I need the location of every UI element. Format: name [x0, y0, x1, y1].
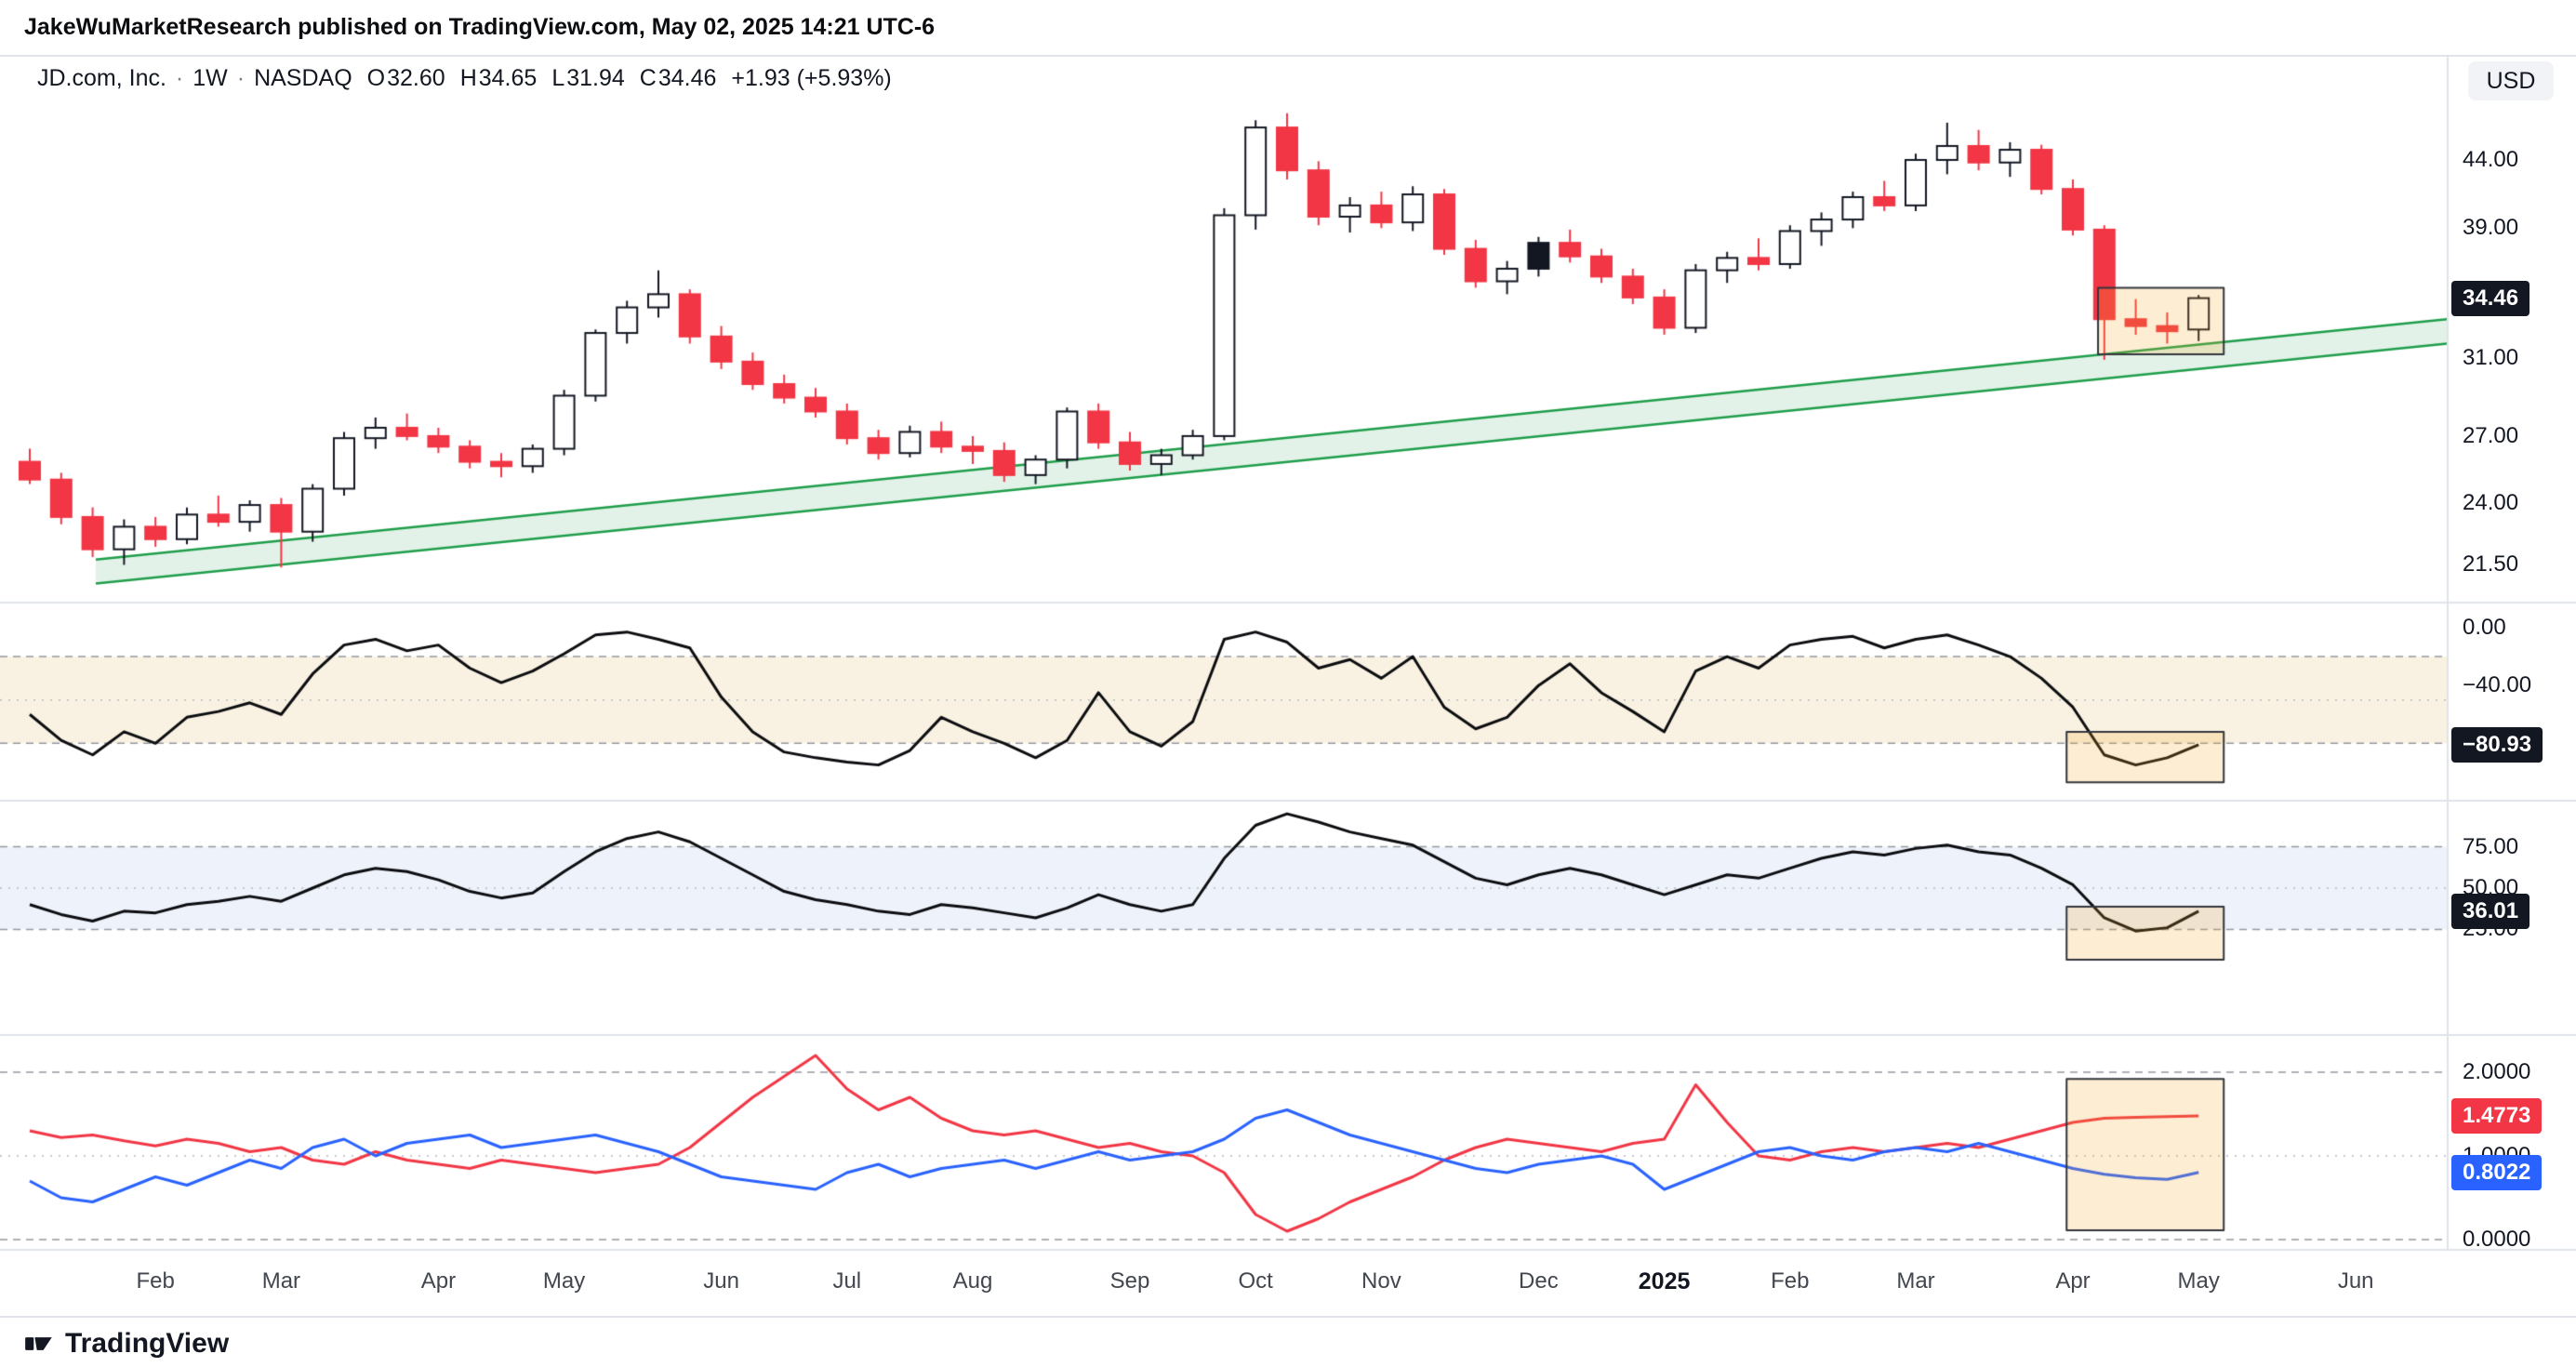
williams-axis-label: 0.00	[2463, 615, 2506, 640]
tradingview-logo-icon	[25, 1336, 52, 1350]
williams-axis-label: −40.00	[2463, 672, 2532, 698]
time-axis-label: Nov	[1361, 1268, 1401, 1294]
blue-line-value-badge: 0.8022	[2451, 1154, 2543, 1190]
symbol-name: JD.com, Inc.	[37, 65, 166, 91]
footer-bar: TradingView	[0, 1316, 2576, 1367]
ratio-axis-label: 0.0000	[2463, 1227, 2531, 1252]
price-change: +1.93 (+5.93%)	[731, 65, 892, 91]
time-axis-label: Oct	[1238, 1268, 1273, 1294]
publisher-bar: JakeWuMarketResearch published on Tradin…	[0, 0, 2576, 57]
separator-dot: ·	[236, 65, 246, 91]
time-axis-label: Aug	[952, 1268, 993, 1294]
time-axis-label: Jun	[2337, 1268, 2374, 1294]
interval-label: 1W	[193, 65, 228, 91]
separator-dot: ·	[175, 65, 184, 91]
williams-r-value-badge: −80.93	[2451, 726, 2543, 763]
time-axis-label: Feb	[136, 1268, 175, 1294]
last-price-badge: 34.46	[2451, 280, 2530, 316]
open-value: O32.60	[366, 65, 445, 91]
low-value: L31.94	[551, 65, 625, 91]
time-axis-label: 2025	[1638, 1268, 1691, 1294]
time-axis-label: Dec	[1519, 1268, 1559, 1294]
ratio-axis-label: 2.0000	[2463, 1059, 2531, 1084]
price-axis-label: 44.00	[2463, 147, 2519, 172]
tradingview-brand[interactable]: TradingView	[65, 1327, 230, 1359]
time-axis-label: Apr	[420, 1268, 457, 1294]
price-axis-label: 31.00	[2463, 344, 2519, 370]
tradingview-logo[interactable]	[24, 1329, 54, 1359]
red-line-value-badge: 1.4773	[2451, 1098, 2543, 1135]
oscillator-value-badge: 36.01	[2451, 893, 2530, 929]
time-axis-label: Feb	[1771, 1268, 1810, 1294]
time-axis-label: Jun	[703, 1268, 739, 1294]
high-value: H34.65	[459, 65, 538, 91]
publisher-line: JakeWuMarketResearch published on Tradin…	[24, 14, 936, 40]
oscillator-axis-label: 75.00	[2463, 833, 2519, 859]
price-axis-label: 21.50	[2463, 551, 2519, 577]
time-axis-label: May	[542, 1268, 586, 1294]
time-axis-label: Jul	[832, 1268, 862, 1294]
exchange-label: NASDAQ	[254, 65, 352, 91]
close-value: C34.46	[639, 65, 717, 91]
currency-selector[interactable]: USD	[2468, 61, 2554, 100]
time-axis-label: Mar	[1896, 1268, 1935, 1294]
price-axis-label: 24.00	[2463, 489, 2519, 515]
time-axis-label: Apr	[2055, 1268, 2091, 1294]
time-axis-label: Mar	[261, 1268, 301, 1294]
price-axis-label: 27.00	[2463, 422, 2519, 448]
symbol-legend: JD.com, Inc. · 1W · NASDAQ O32.60 H34.65…	[37, 65, 892, 92]
time-axis-label: May	[2177, 1268, 2220, 1294]
price-axis-label: 39.00	[2463, 215, 2519, 241]
time-axis-label: Sep	[1109, 1268, 1150, 1294]
